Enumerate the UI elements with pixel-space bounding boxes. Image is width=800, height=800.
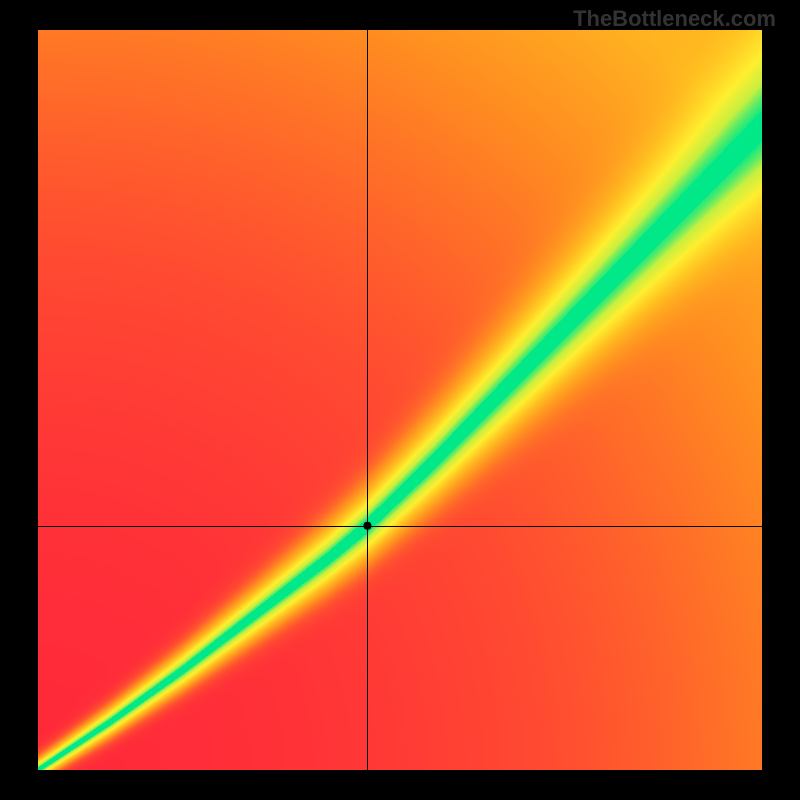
watermark-text: TheBottleneck.com	[573, 6, 776, 32]
heatmap-canvas	[38, 30, 762, 770]
plot-area	[38, 30, 762, 770]
chart-container: TheBottleneck.com	[0, 0, 800, 800]
